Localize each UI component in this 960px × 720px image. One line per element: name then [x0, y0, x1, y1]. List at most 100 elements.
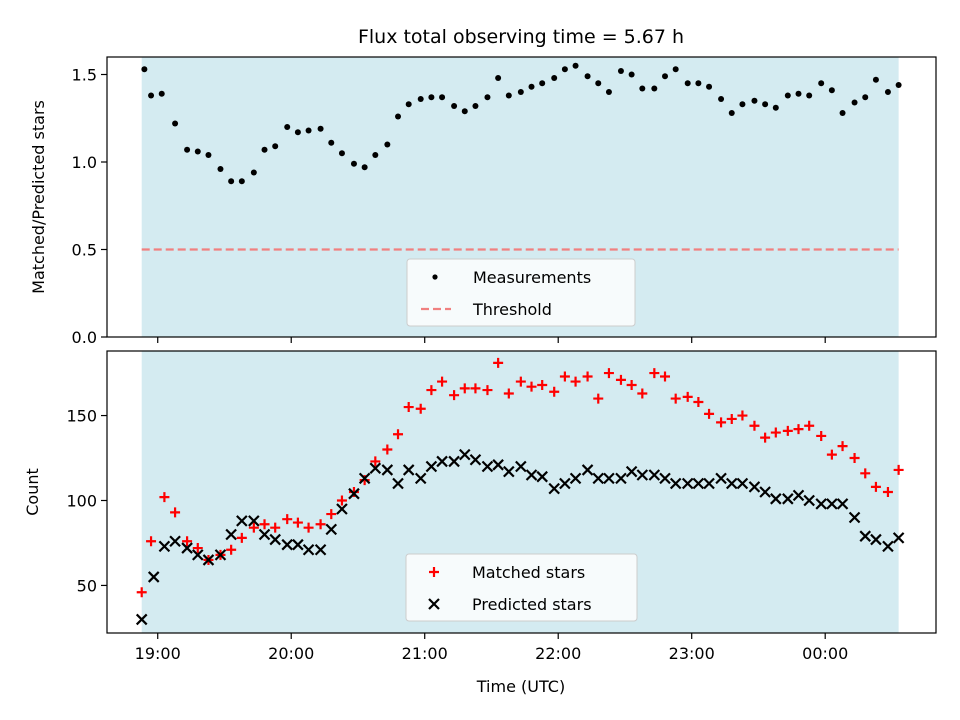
measurement-point	[305, 127, 312, 134]
x-tick-label: 21:00	[402, 644, 448, 663]
predicted-star-point	[469, 453, 482, 466]
predicted-star-point	[515, 460, 527, 473]
matched-star-point	[893, 464, 904, 475]
predicted-star-point	[826, 498, 838, 510]
predicted-star-point	[636, 469, 649, 481]
matched-star-point	[837, 441, 848, 452]
predicted-star-point	[581, 464, 594, 476]
measurement-point	[261, 146, 268, 153]
measurement-point	[561, 66, 568, 73]
predicted-star-point	[782, 493, 794, 505]
axes-frame-count	[106, 350, 937, 634]
legend-box	[405, 553, 638, 622]
predicted-star-point	[147, 571, 160, 583]
predicted-star-point	[603, 472, 615, 485]
series-matched-stars	[136, 357, 904, 598]
legend-label: Measurements	[473, 268, 591, 287]
measurement-point	[605, 89, 612, 95]
measurement-point	[217, 166, 224, 172]
predicted-star-point	[592, 472, 605, 485]
y-axis-label: Count	[23, 468, 42, 516]
matched-star-point	[693, 396, 704, 407]
predicted-star-point	[659, 472, 671, 485]
matched-star-point	[582, 371, 593, 382]
measurement-point	[828, 87, 835, 94]
measurement-point	[751, 97, 758, 104]
measurement-point	[461, 108, 468, 115]
measurement-point	[338, 150, 345, 157]
matched-star-point	[737, 410, 748, 421]
predicted-star-point	[436, 455, 448, 468]
measurement-point	[528, 83, 535, 90]
matched-star-point	[415, 403, 426, 414]
predicted-star-point	[736, 477, 749, 490]
predicted-star-point	[292, 538, 304, 551]
predicted-star-point	[669, 477, 682, 490]
predicted-star-point	[236, 515, 248, 527]
predicted-star-point	[258, 528, 271, 541]
measurement-point	[328, 139, 335, 146]
predicted-star-point	[369, 462, 382, 474]
matched-star-point	[549, 386, 560, 397]
measurement-point	[272, 143, 279, 150]
chart-title: Flux total observing time = 5.67 h	[358, 26, 684, 48]
predicted-star-point	[336, 503, 348, 515]
measurement-point	[417, 96, 424, 102]
predicted-star-point	[214, 549, 227, 561]
predicted-star-point	[703, 477, 715, 490]
measurement-point	[184, 146, 191, 153]
measurement-point	[472, 103, 479, 109]
y-tick-label: 150	[66, 407, 97, 426]
matched-star-point	[726, 413, 737, 424]
measurement-point	[672, 66, 679, 73]
measurement-point	[250, 169, 257, 176]
matched-star-point	[282, 514, 293, 525]
x-tick-label: 19:00	[135, 644, 181, 663]
matched-star-point	[816, 430, 827, 441]
matched-star-point	[437, 376, 448, 387]
measurement-point	[739, 101, 746, 108]
predicted-star-point	[548, 482, 560, 495]
y-tick-label: 0.0	[72, 328, 97, 347]
predicted-star-point	[281, 538, 293, 551]
x-tick-label: 22:00	[535, 644, 581, 663]
series-measurements	[141, 62, 902, 185]
matched-star-point	[259, 519, 270, 530]
measurement-point	[158, 90, 165, 97]
predicted-star-point	[392, 477, 404, 490]
measurement-point	[439, 94, 446, 101]
matched-star-point	[593, 393, 604, 404]
matched-star-point	[482, 385, 493, 396]
measurement-point	[762, 101, 769, 108]
predicted-star-point	[792, 489, 805, 502]
matched-star-point	[649, 368, 660, 379]
matched-star-point	[303, 522, 314, 533]
measurement-point	[539, 80, 546, 87]
measurement-point	[695, 80, 702, 87]
matched-star-point	[270, 522, 281, 533]
measurement-point	[862, 94, 869, 101]
matched-star-point	[470, 383, 481, 394]
predicted-star-point	[882, 540, 894, 553]
legend-label: Matched stars	[472, 563, 585, 582]
matched-star-point	[870, 481, 881, 492]
measurement-point	[194, 148, 201, 155]
predicted-star-point	[492, 459, 504, 471]
measurement-point	[505, 92, 512, 99]
matched-star-point	[393, 429, 404, 440]
matched-star-point	[170, 507, 181, 518]
measurement-point	[684, 80, 691, 87]
predicted-star-point	[225, 528, 237, 541]
predicted-star-point	[458, 448, 471, 461]
measurement-point	[172, 120, 179, 127]
matched-star-point	[537, 379, 548, 390]
measurement-point	[662, 73, 669, 80]
measurement-point	[317, 125, 324, 132]
predicted-star-point	[815, 498, 827, 510]
measurement-point	[872, 76, 879, 83]
matched-star-point	[615, 374, 626, 385]
measurement-point	[517, 89, 524, 95]
measurement-point	[728, 110, 735, 116]
predicted-star-point	[725, 477, 738, 490]
